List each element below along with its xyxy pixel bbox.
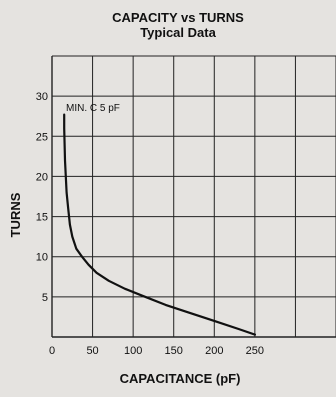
chart-subtitle: Typical Data xyxy=(140,25,216,40)
grid xyxy=(51,55,336,338)
y-tick-label: 20 xyxy=(36,171,48,183)
x-tick-label: 100 xyxy=(124,345,142,357)
x-tick-label: 250 xyxy=(246,345,264,357)
y-axis-label: TURNS xyxy=(8,192,23,237)
y-tick-label: 30 xyxy=(36,91,48,103)
y-tick-label: 10 xyxy=(36,252,48,264)
y-tick-label: 5 xyxy=(42,292,48,304)
y-tick-label: 15 xyxy=(36,212,48,224)
annotation-min-c: MIN. C 5 pF xyxy=(66,103,120,114)
series-line xyxy=(63,113,256,336)
x-tick-label: 0 xyxy=(49,345,55,357)
x-tick-label: 200 xyxy=(205,345,223,357)
tick-labels: 0 50 100 150 200 250 5 10 15 20 25 30 xyxy=(36,91,264,357)
x-axis-label: CAPACITANCE (pF) xyxy=(120,371,241,386)
chart-title: CAPACITY vs TURNS xyxy=(112,10,244,25)
x-tick-label: 50 xyxy=(86,345,98,357)
x-tick-label: 150 xyxy=(165,345,183,357)
y-tick-label: 25 xyxy=(36,131,48,143)
